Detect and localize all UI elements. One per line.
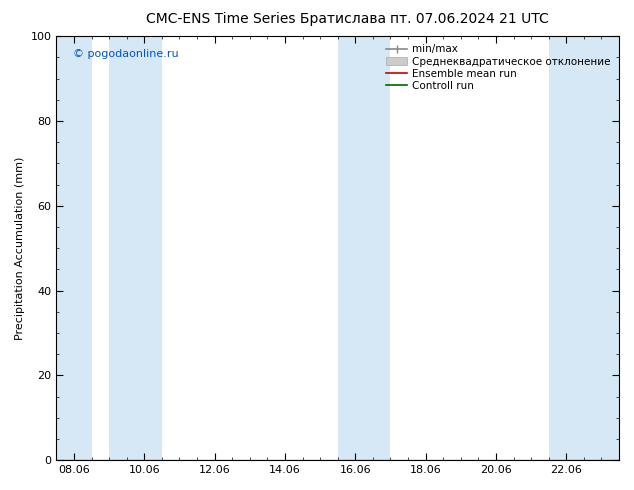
Bar <box>548 36 619 460</box>
Y-axis label: Precipitation Accumulation (mm): Precipitation Accumulation (mm) <box>15 156 25 340</box>
Text: CMC-ENS Time Series Братислава: CMC-ENS Time Series Братислава <box>146 12 386 26</box>
Text: © pogodaonline.ru: © pogodaonline.ru <box>74 49 179 59</box>
Bar <box>338 36 391 460</box>
Legend: min/max, Среднеквадратическое отклонение, Ensemble mean run, Controll run: min/max, Среднеквадратическое отклонение… <box>383 41 614 94</box>
Bar <box>109 36 162 460</box>
Text: пт. 07.06.2024 21 UTC: пт. 07.06.2024 21 UTC <box>390 12 548 26</box>
Bar <box>56 36 91 460</box>
